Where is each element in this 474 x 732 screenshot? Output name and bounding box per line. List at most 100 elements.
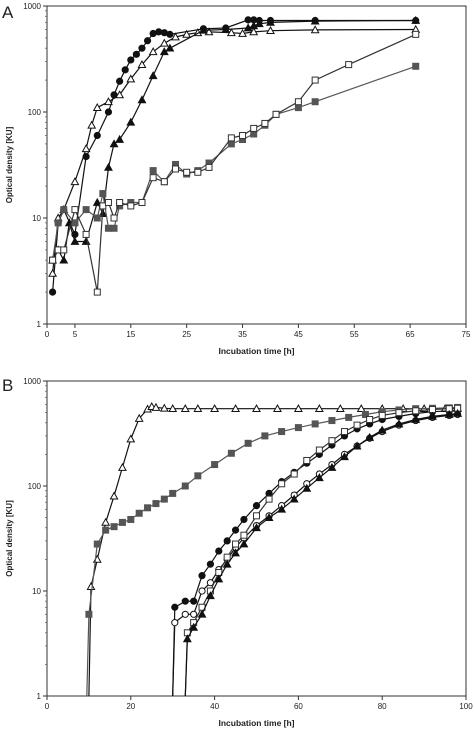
panel-b-series-3-point-3 — [181, 597, 189, 605]
panel-b-series-5-point-20 — [378, 411, 386, 419]
panel-b-series-6-point-24 — [444, 409, 454, 418]
panel-a-x-tick-label-5: 35 — [238, 330, 247, 339]
panel-a-series-4-point-3 — [60, 206, 68, 214]
panel-b-series-4-point-3 — [181, 610, 189, 618]
panel-a-series-3-point-21 — [254, 19, 264, 28]
panel-b-series-6-point-7 — [222, 559, 232, 568]
panel-a-series-5-point-8 — [104, 199, 112, 207]
panel-b-series-5-point-9 — [240, 531, 248, 539]
panel-a-series-5-point-11 — [127, 202, 135, 210]
panel-b-series-2-point-23 — [345, 413, 353, 421]
panel-b: B 0 20 40 60 80 100 1 10 100 1000 Optical density… — [2, 376, 473, 728]
panel-b-series-1-point-12 — [159, 403, 169, 412]
panel-a-series-1-point-7 — [104, 108, 113, 116]
panel-a-series-5-point-9 — [110, 214, 118, 222]
panel-a-series-5-point-20 — [239, 132, 247, 140]
panel-b-series-6-point-2 — [182, 634, 192, 643]
panel-a-series-3-point-12 — [126, 117, 136, 126]
panel-b-series-5-point-14 — [303, 456, 311, 464]
panel-b-series-6-point-16 — [327, 462, 337, 471]
panel-b-x-tick-label-6: 100 — [459, 702, 473, 711]
panel-a-series-5-point-13 — [149, 174, 157, 182]
panel-b-plot-frame — [46, 380, 467, 697]
panel-a-series-3-point-5 — [70, 236, 80, 245]
panel-a-series-4-point-5 — [82, 206, 90, 214]
panel-a-series-2-point-6 — [87, 120, 97, 129]
panel-b-series-6-point-13 — [289, 494, 299, 503]
panel-b-y-tick-label-3: 100 — [28, 482, 42, 491]
panel-a-series-2-point-9 — [115, 90, 125, 99]
panel-a-series-4-point-24 — [294, 104, 302, 112]
panel-b-series-1-point-21 — [314, 404, 324, 413]
panel-a-series-4-point-19 — [227, 140, 235, 148]
panel-a-series-5-point-10 — [116, 199, 124, 207]
panel-a-series-2-point-11 — [137, 59, 147, 68]
panel-a-series-3-point-11 — [115, 134, 125, 143]
panel-b-letter: B — [2, 376, 13, 395]
panel-b-series-2-point-21 — [311, 420, 319, 428]
panel-a-series-3-point-7 — [92, 197, 102, 206]
panel-b-series-1-point-4 — [101, 517, 111, 526]
panel-a-y-tick-label-1: 1 — [37, 320, 42, 329]
panel-b-series-1-point-22 — [335, 404, 345, 413]
panel-b-series-2-point-8 — [135, 509, 143, 517]
panel-b-series-2-point-9 — [144, 504, 152, 512]
panel-b-series-5-point-8 — [232, 540, 240, 548]
panel-b-series-6-point-19 — [365, 432, 375, 441]
panel-b-series-3-point-6 — [206, 560, 215, 568]
panel-b-series-2-point-12 — [169, 489, 177, 497]
panel-a-series-3-point-17 — [198, 25, 208, 34]
panel-a-series-5-point-25 — [311, 76, 319, 84]
panel-a-series-2-point-5 — [81, 144, 91, 153]
panel-b-y-axis-label: Optical density [KU] — [5, 500, 14, 577]
panel-a-series-2-line — [52, 28, 416, 274]
panel-a-series-4-point-4 — [71, 219, 79, 227]
panel-b-x-tick-label-5: 80 — [378, 702, 387, 711]
panel-b-series-1-point-5 — [109, 491, 119, 500]
panel-b-series-5-point-7 — [223, 553, 231, 561]
panel-a-x-tick-label-9: 75 — [462, 330, 471, 339]
panel-b-series-2-point-16 — [227, 449, 235, 457]
panel-b-series-5-point-23 — [428, 406, 436, 414]
panel-a-series-5-point-22 — [261, 119, 269, 127]
panel-a-series-4-point-26 — [412, 62, 420, 70]
panel-b-series-6-point-4 — [197, 609, 207, 618]
panel-a-x-tick-label-6: 45 — [294, 330, 303, 339]
panel-b-series-5-point-16 — [328, 437, 336, 445]
panel-b-series-2-point-20 — [294, 424, 302, 432]
panel-b-series-2-point-13 — [181, 482, 189, 490]
panel-b-series-6-point-18 — [352, 441, 362, 450]
panel-b-series-6-point-3 — [189, 622, 199, 631]
panel-b-series-2-point-14 — [194, 472, 202, 480]
panel-b-series-2-point-18 — [261, 432, 269, 440]
panel-a-series-5-point-17 — [194, 168, 202, 176]
panel-a-series-5-point-16 — [183, 168, 191, 176]
panel-b-series-1-point-6 — [117, 462, 127, 471]
panel-a-x-tick-label-4: 25 — [182, 330, 191, 339]
panel-a-series-4-point-7 — [99, 190, 107, 198]
panel-b-series-5-point-19 — [366, 415, 374, 423]
panel-b-y-tick-label-4: 1000 — [23, 377, 41, 386]
panel-b-series-1-point-15 — [193, 404, 203, 413]
panel-a-series — [48, 15, 421, 296]
panel-b-series-5-point-21 — [395, 409, 403, 417]
panel-a-series-4-point-6 — [93, 214, 101, 222]
panel-b-series-2-point-3 — [93, 540, 101, 548]
panel-b-x-axis-label: Incubation time [h] — [218, 718, 294, 728]
panel-a-series-5-point-5 — [82, 230, 90, 238]
panel-a-series-2-point-13 — [159, 38, 169, 47]
panel-a-axes: 0 5 15 25 35 45 55 65 75 1 10 100 1000 — [23, 2, 471, 339]
panel-b-series-2-point-6 — [118, 518, 126, 526]
panel-a-series-1-point-6 — [93, 131, 101, 140]
panel-a-series-2-point-15 — [182, 29, 192, 38]
panel-b-series-3-point-7 — [215, 547, 223, 555]
panel-b-x-tick-label-1: 0 — [45, 702, 50, 711]
panel-b-series-3-point-5 — [198, 572, 206, 580]
panel-a-series-2-point-14 — [171, 32, 180, 41]
panel-b-axes: 0 20 40 60 80 100 1 10 100 1000 — [23, 377, 473, 711]
panel-a-x-tick-label-1: 0 — [45, 330, 50, 339]
panel-a-series-3-point-22 — [266, 17, 275, 26]
panel-b-x-tick-label-2: 20 — [126, 702, 135, 711]
panel-a-plot-frame — [46, 5, 467, 325]
